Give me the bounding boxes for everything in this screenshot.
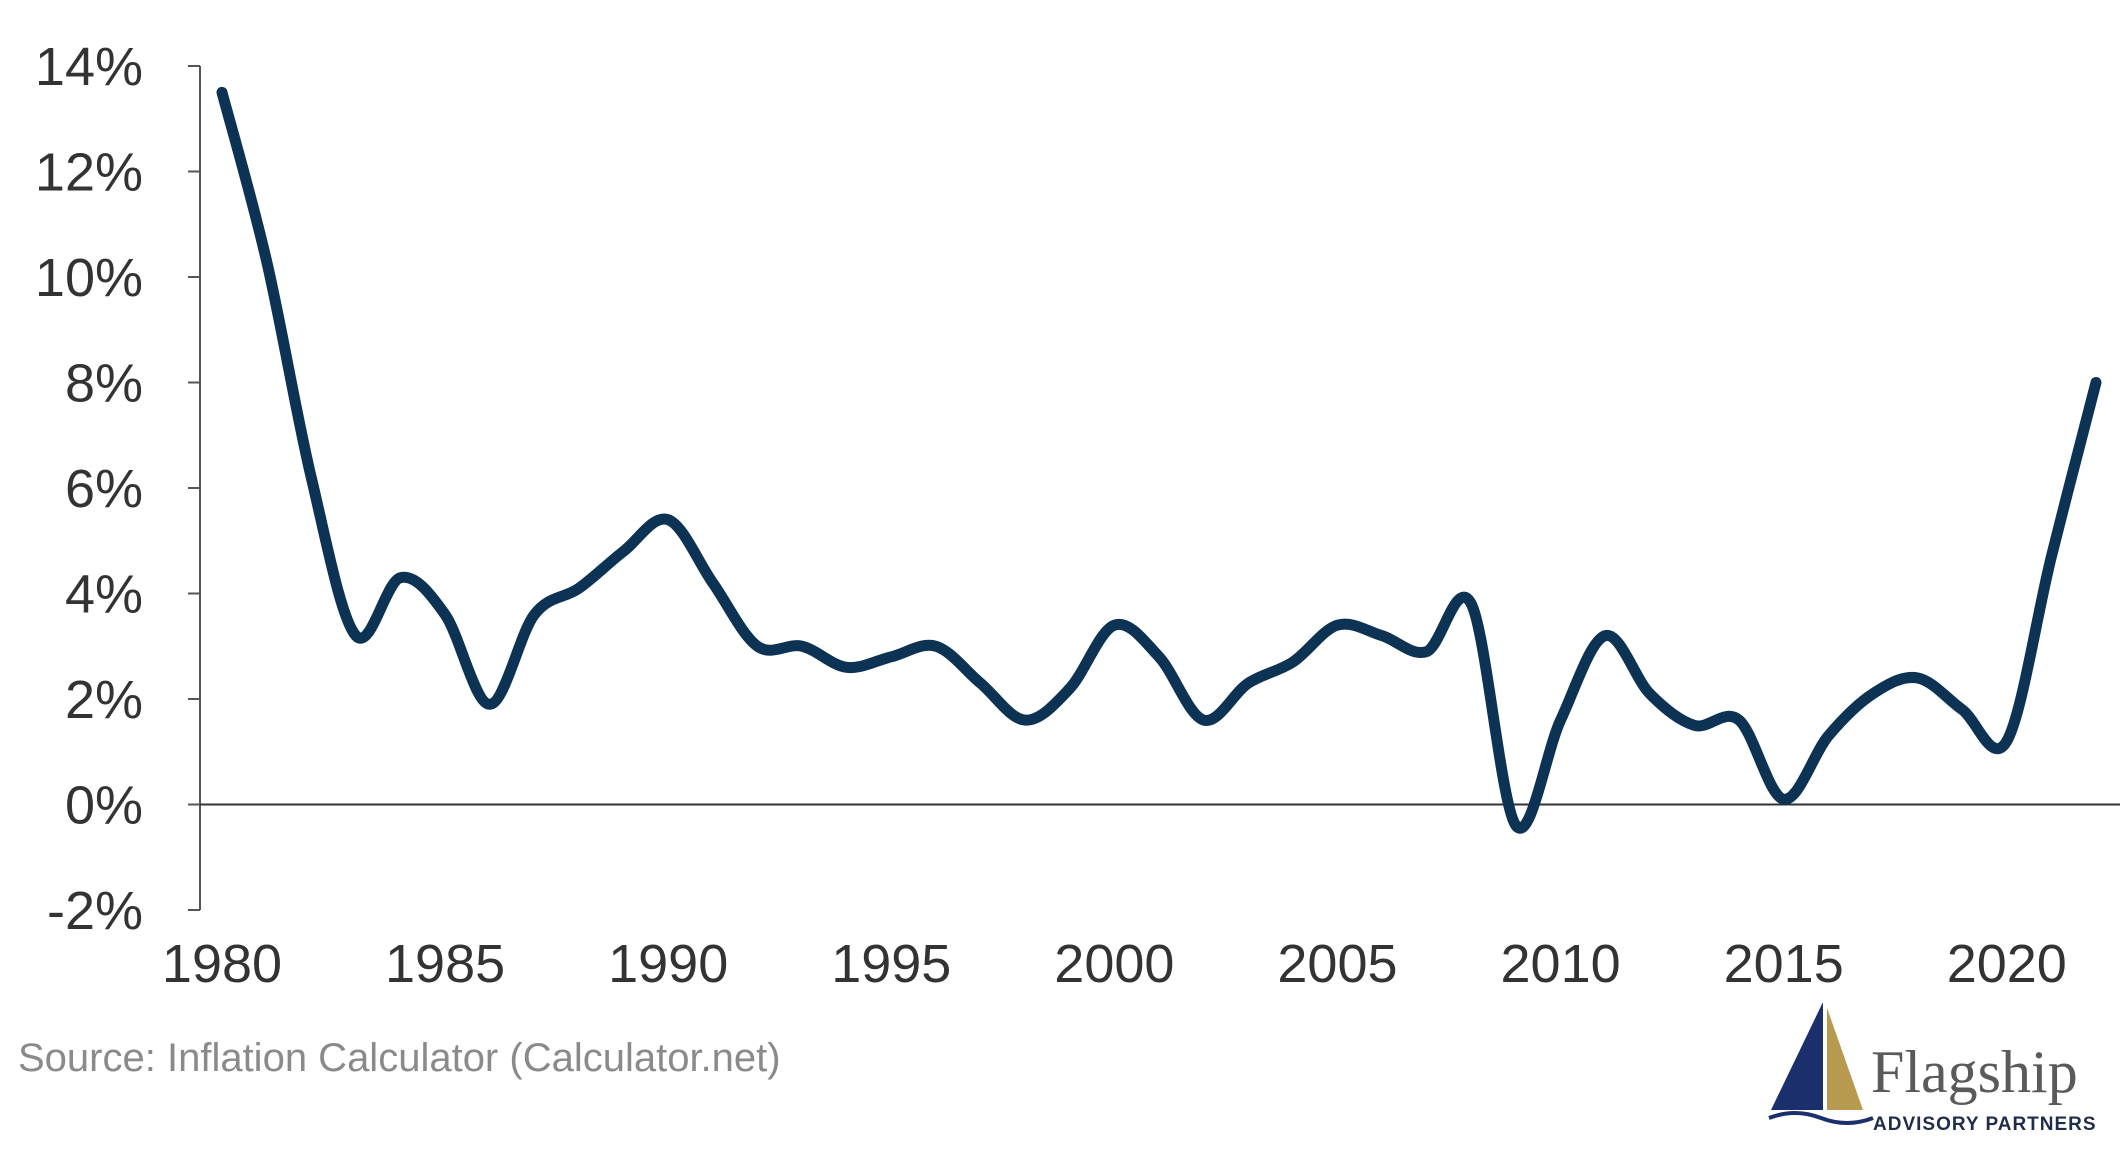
x-tick-label: 2015	[1724, 934, 1844, 994]
x-tick-label: 2000	[1054, 934, 1174, 994]
y-axis-ticks: -2% 0% 2% 4% 6% 8% 10% 12% 14%	[35, 37, 200, 941]
y-tick-label: 2%	[65, 670, 143, 730]
logo-name: Flagship	[1871, 1039, 2078, 1105]
series-layer	[216, 86, 2102, 834]
x-tick-label: 2020	[1947, 934, 2067, 994]
x-tick-label: 1985	[385, 934, 505, 994]
x-axis-ticks: 1980 1985 1990 1995 2000 2005 2010 2015 2020	[162, 934, 2067, 994]
logo-tagline: ADVISORY PARTNERS	[1873, 1114, 2097, 1135]
x-tick-label: 1980	[162, 934, 282, 994]
x-tick-label: 2005	[1277, 934, 1397, 994]
y-tick-label: 4%	[65, 565, 143, 625]
y-tick-label: 12%	[35, 143, 143, 203]
y-tick-label: -2%	[47, 881, 143, 941]
source-note: Source: Inflation Calculator (Calculator…	[18, 1036, 781, 1080]
y-tick-label: 6%	[65, 459, 143, 519]
inflation-series-line	[216, 86, 2102, 834]
y-tick-label: 0%	[65, 776, 143, 836]
sail-icon	[1768, 1002, 1874, 1125]
inflation-line-chart: -2% 0% 2% 4% 6% 8% 10% 12% 14% 1980 1985 1990 1995 2…	[35, 37, 2120, 994]
y-tick-label: 8%	[65, 354, 143, 414]
y-tick-label: 14%	[35, 37, 143, 97]
x-tick-label: 1995	[831, 934, 951, 994]
x-tick-label: 2010	[1501, 934, 1621, 994]
axes	[199, 66, 2120, 910]
y-tick-label: 10%	[35, 248, 143, 308]
x-tick-label: 1990	[608, 934, 728, 994]
flagship-logo: Flagship ADVISORY PARTNERS	[1765, 1000, 2125, 1150]
